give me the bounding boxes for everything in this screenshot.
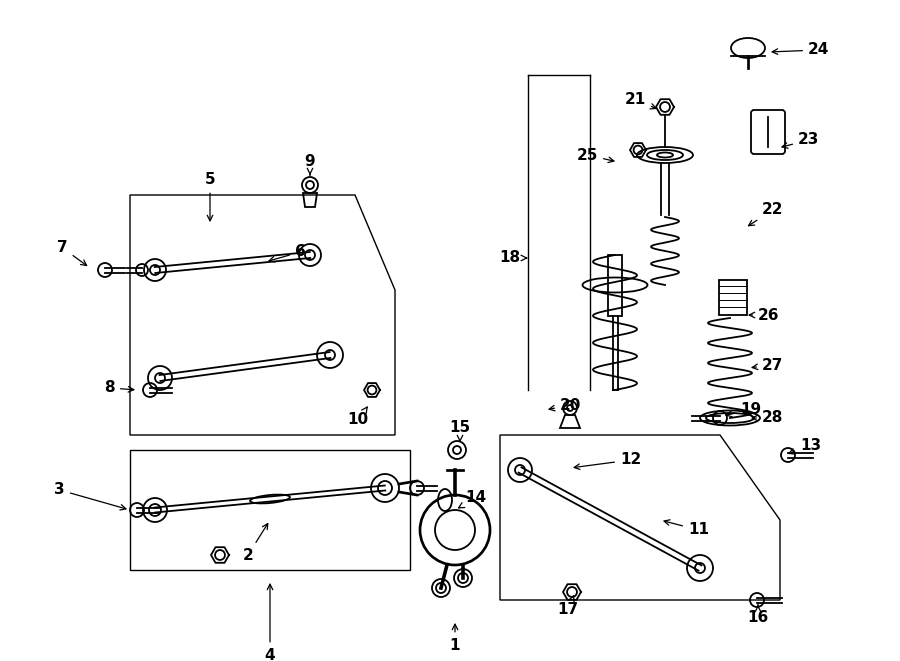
Text: 15: 15: [449, 420, 471, 442]
Text: 18: 18: [499, 251, 526, 266]
Text: 21: 21: [625, 93, 656, 109]
Text: 5: 5: [204, 173, 215, 221]
Text: 9: 9: [305, 155, 315, 175]
Text: 1: 1: [450, 624, 460, 652]
Text: 11: 11: [664, 520, 709, 537]
Text: 28: 28: [752, 410, 783, 426]
Text: 4: 4: [265, 584, 275, 661]
Text: 3: 3: [54, 483, 126, 510]
Text: 13: 13: [789, 438, 821, 454]
Text: 8: 8: [104, 381, 134, 395]
Text: 23: 23: [782, 132, 819, 148]
Text: 10: 10: [347, 407, 369, 428]
Text: 7: 7: [58, 241, 86, 266]
Text: 19: 19: [726, 403, 761, 418]
Text: 22: 22: [749, 202, 784, 225]
Text: 20: 20: [549, 397, 581, 412]
Bar: [719, 280, 747, 315]
Text: 12: 12: [574, 453, 641, 469]
Text: 25: 25: [577, 147, 614, 163]
Bar: [608, 255, 622, 316]
Text: 14: 14: [459, 490, 486, 508]
Text: 16: 16: [747, 605, 769, 625]
Text: 24: 24: [772, 42, 830, 58]
Text: 2: 2: [243, 524, 268, 563]
Text: 26: 26: [749, 307, 779, 323]
Text: 17: 17: [557, 596, 579, 617]
Text: 6: 6: [269, 245, 306, 262]
Text: 27: 27: [752, 358, 783, 373]
